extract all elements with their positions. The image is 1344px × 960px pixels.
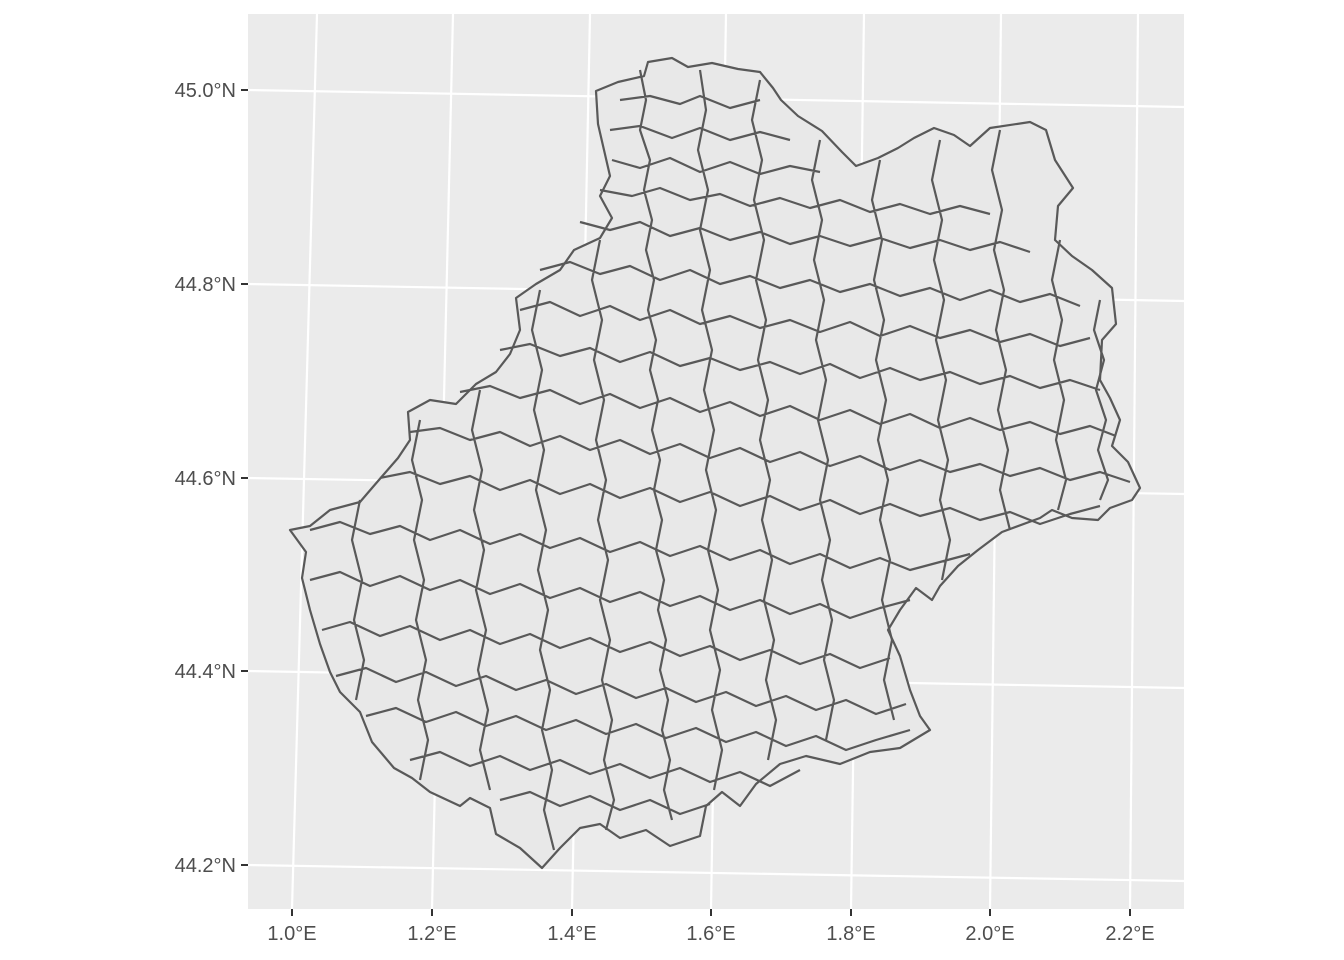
x-tick-label: 1.6°E [686, 923, 735, 945]
x-tick-label: 2.2°E [1105, 923, 1154, 945]
parallel-44-2 [247, 863, 1185, 883]
meridian-1-0 [290, 13, 319, 910]
department-shape [288, 56, 1142, 870]
x-axis: 1.0°E 1.2°E 1.4°E 1.6°E 1.8°E 2.0°E 2.2°… [267, 909, 1155, 945]
commune-boundaries [309, 69, 1131, 851]
y-tick-label: 44.4°N [175, 661, 236, 683]
y-axis: 45.0°N 44.8°N 44.6°N 44.4°N 44.2°N [175, 80, 248, 877]
y-tick-label: 44.2°N [175, 855, 236, 877]
x-tick-label: 1.4°E [547, 923, 596, 945]
commune-boundary-lines [309, 69, 1131, 851]
meridian-2-2 [1128, 13, 1140, 910]
x-tick-label: 2.0°E [965, 923, 1014, 945]
department-outline [288, 56, 1142, 870]
y-tick-label: 44.6°N [175, 468, 236, 490]
x-tick-label: 1.2°E [407, 923, 456, 945]
y-tick-label: 44.8°N [175, 274, 236, 296]
x-tick-label: 1.0°E [267, 923, 316, 945]
y-tick-label: 45.0°N [175, 80, 236, 102]
x-tick-label: 1.8°E [826, 923, 875, 945]
